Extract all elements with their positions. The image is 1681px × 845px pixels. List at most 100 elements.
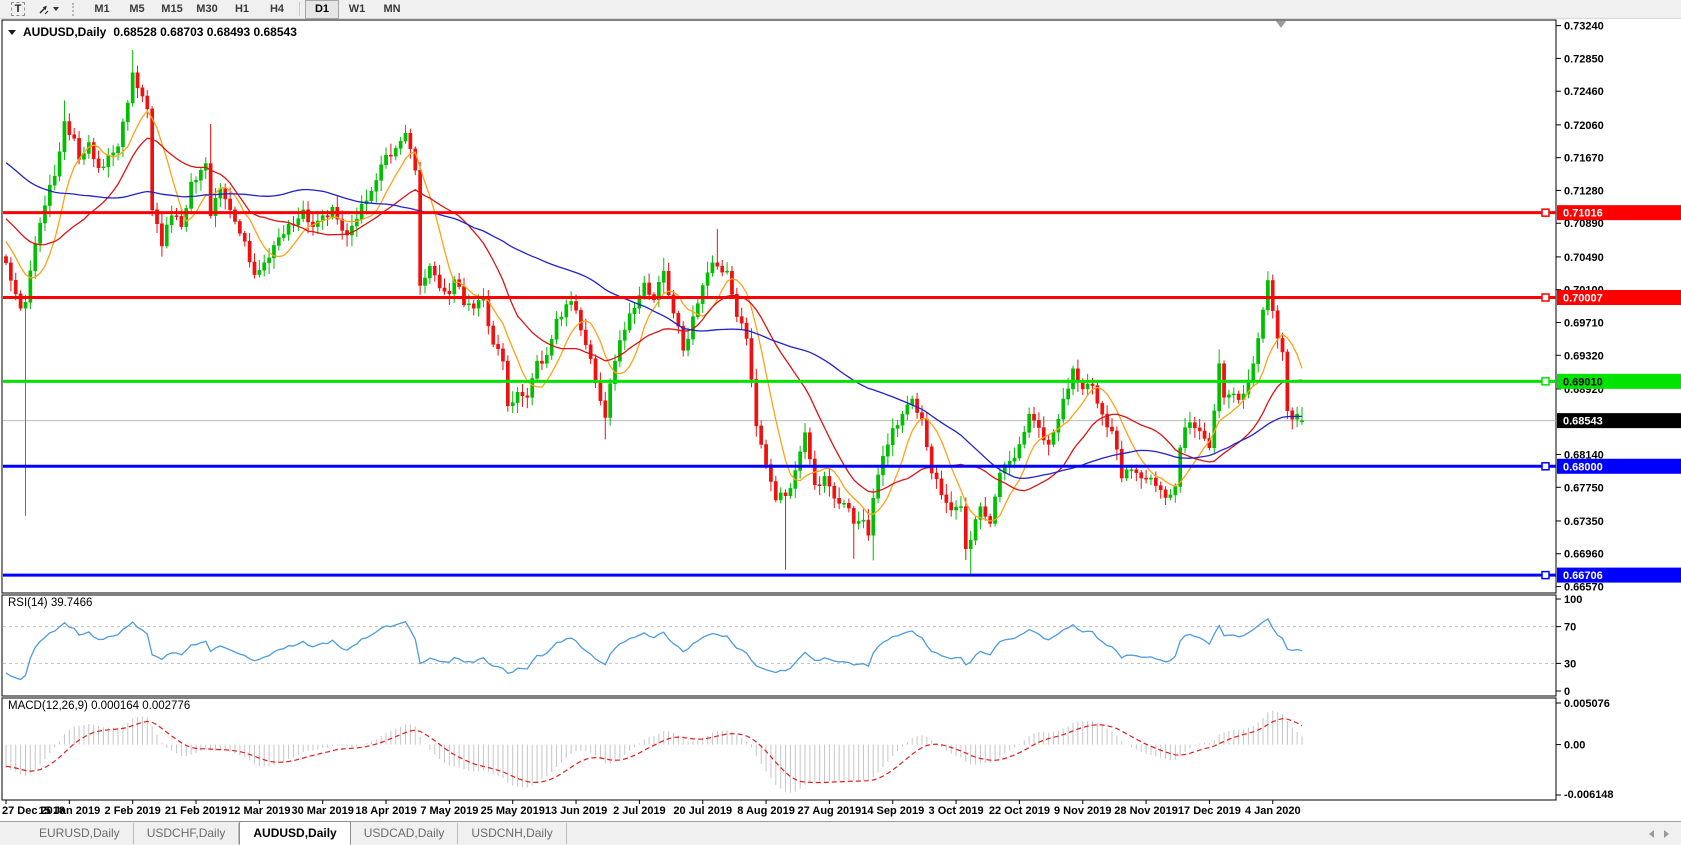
candle-body bbox=[1037, 419, 1041, 428]
candle-body bbox=[62, 121, 67, 153]
candle-body bbox=[871, 497, 876, 536]
candle-body bbox=[778, 492, 783, 501]
candle-body bbox=[296, 218, 301, 226]
timeframe-m30-button[interactable]: M30 bbox=[196, 3, 218, 15]
x-axis-label: 4 Jan 2020 bbox=[1245, 805, 1301, 817]
candle-body bbox=[281, 234, 286, 238]
candle-body bbox=[847, 503, 851, 509]
hline-handle-0.71016[interactable] bbox=[1541, 208, 1550, 217]
tab-usdchf-daily[interactable]: USDCHF,Daily bbox=[134, 823, 240, 844]
x-axis-label: 27 Aug 2019 bbox=[798, 805, 862, 817]
candle-body bbox=[598, 382, 603, 401]
candle-body bbox=[345, 230, 349, 236]
candle-body bbox=[101, 166, 106, 169]
rsi-indicator-label: RSI(14) 39.7466 bbox=[8, 597, 93, 609]
candle-body bbox=[730, 270, 734, 295]
candle-body bbox=[496, 344, 500, 350]
candle-body bbox=[1012, 457, 1017, 462]
toolbar-drag-handle[interactable] bbox=[72, 2, 78, 16]
candle-body bbox=[1056, 418, 1061, 433]
text-tool-button[interactable]: T bbox=[4, 0, 32, 18]
candle-body bbox=[1261, 309, 1265, 339]
candle-body bbox=[389, 154, 393, 157]
rsi-line bbox=[5, 617, 1303, 681]
price-badge-0.70007-text: 0.70007 bbox=[1563, 293, 1603, 305]
candle-body bbox=[505, 360, 510, 406]
x-axis-label: 15 Jan 2019 bbox=[38, 805, 100, 817]
candle-body bbox=[876, 474, 880, 499]
candle-body bbox=[52, 175, 57, 186]
candle-body bbox=[695, 303, 700, 317]
timeframe-w1-button[interactable]: W1 bbox=[348, 3, 366, 15]
tab-audusd-daily[interactable]: AUDUSD,Daily bbox=[239, 820, 351, 845]
rsi-axis-label: 30 bbox=[1564, 658, 1576, 670]
hline-handle-0.66706[interactable] bbox=[1541, 570, 1550, 580]
candle-body bbox=[1017, 444, 1022, 459]
candle-body bbox=[67, 121, 72, 135]
hline-handle-0.68000[interactable] bbox=[1541, 462, 1550, 471]
symbol-period-label: AUDUSD,Daily bbox=[23, 25, 107, 39]
tab-usdcnh-daily[interactable]: USDCNH,Daily bbox=[458, 823, 567, 844]
timeframe-h4-button[interactable]: H4 bbox=[269, 3, 285, 15]
y-axis-label: 0.66570 bbox=[1564, 582, 1604, 594]
candle-body bbox=[1256, 338, 1261, 364]
title-dropdown-icon[interactable] bbox=[8, 29, 16, 35]
x-axis-label: 12 Mar 2019 bbox=[228, 805, 290, 817]
arrows-tool-button[interactable] bbox=[33, 0, 63, 18]
candle-body bbox=[325, 215, 330, 218]
candle-body bbox=[174, 215, 179, 217]
candle-body bbox=[866, 519, 871, 536]
candle-body bbox=[749, 338, 754, 380]
arrows-icon bbox=[39, 5, 49, 14]
timeframe-h1-button[interactable]: H1 bbox=[234, 3, 250, 15]
candle-body bbox=[627, 313, 632, 331]
timeframe-mn-button[interactable]: MN bbox=[383, 3, 401, 15]
candle-body bbox=[1100, 403, 1105, 415]
candle-body bbox=[720, 265, 725, 273]
candle-body bbox=[544, 355, 549, 364]
candle-body bbox=[262, 262, 267, 271]
candle-body bbox=[808, 432, 812, 460]
y-axis-label: 0.72460 bbox=[1564, 86, 1604, 98]
candle-body bbox=[13, 280, 18, 295]
candle-body bbox=[1071, 368, 1075, 390]
price-badge-0.69010: 0.69010 bbox=[1557, 373, 1681, 389]
candle-body bbox=[764, 444, 768, 465]
timeframe-m1-button[interactable]: M1 bbox=[94, 3, 110, 15]
rsi-axis-label: 100 bbox=[1564, 594, 1582, 606]
timeframe-m5-button[interactable]: M5 bbox=[129, 3, 145, 15]
candle-body bbox=[1227, 394, 1231, 398]
candle-body bbox=[1027, 413, 1032, 433]
candle-body bbox=[993, 496, 997, 524]
candle-body bbox=[242, 233, 247, 242]
y-axis-label: 0.71280 bbox=[1564, 185, 1604, 197]
candle-body bbox=[1051, 432, 1056, 445]
candle-body bbox=[428, 265, 432, 279]
x-axis-label: 30 Mar 2019 bbox=[291, 805, 353, 817]
hline-handle-0.70007[interactable] bbox=[1541, 293, 1550, 302]
candle-body bbox=[1139, 472, 1144, 479]
candle-body bbox=[169, 215, 174, 226]
timeframe-d1-button[interactable]: D1 bbox=[305, 0, 339, 19]
tabbar-scroll-right-icon[interactable] bbox=[1664, 829, 1669, 838]
candle-body bbox=[272, 245, 276, 259]
tab-eurusd-daily[interactable]: EURUSD,Daily bbox=[26, 823, 134, 844]
candle-body bbox=[676, 312, 681, 327]
hline-handle-0.69010[interactable] bbox=[1541, 377, 1550, 386]
x-axis-label: 27 Dec 2018 bbox=[2, 805, 65, 817]
timeframe-m15-button[interactable]: M15 bbox=[161, 3, 183, 15]
candle-body bbox=[1290, 410, 1295, 420]
candle-body bbox=[554, 318, 559, 340]
candle-body bbox=[1134, 469, 1139, 473]
candle-body bbox=[1090, 383, 1095, 386]
candle-body bbox=[1183, 427, 1187, 449]
tabbar-scroll-left-icon[interactable] bbox=[1649, 829, 1654, 838]
candle-body bbox=[462, 286, 466, 306]
candle-body bbox=[1188, 422, 1192, 428]
x-axis-label: 22 Oct 2019 bbox=[989, 805, 1050, 817]
shift-end-marker-icon[interactable] bbox=[1276, 21, 1286, 28]
candle-body bbox=[1202, 430, 1207, 439]
x-axis-label: 3 Oct 2019 bbox=[929, 805, 984, 817]
tab-usdcad-daily[interactable]: USDCAD,Daily bbox=[351, 823, 459, 844]
